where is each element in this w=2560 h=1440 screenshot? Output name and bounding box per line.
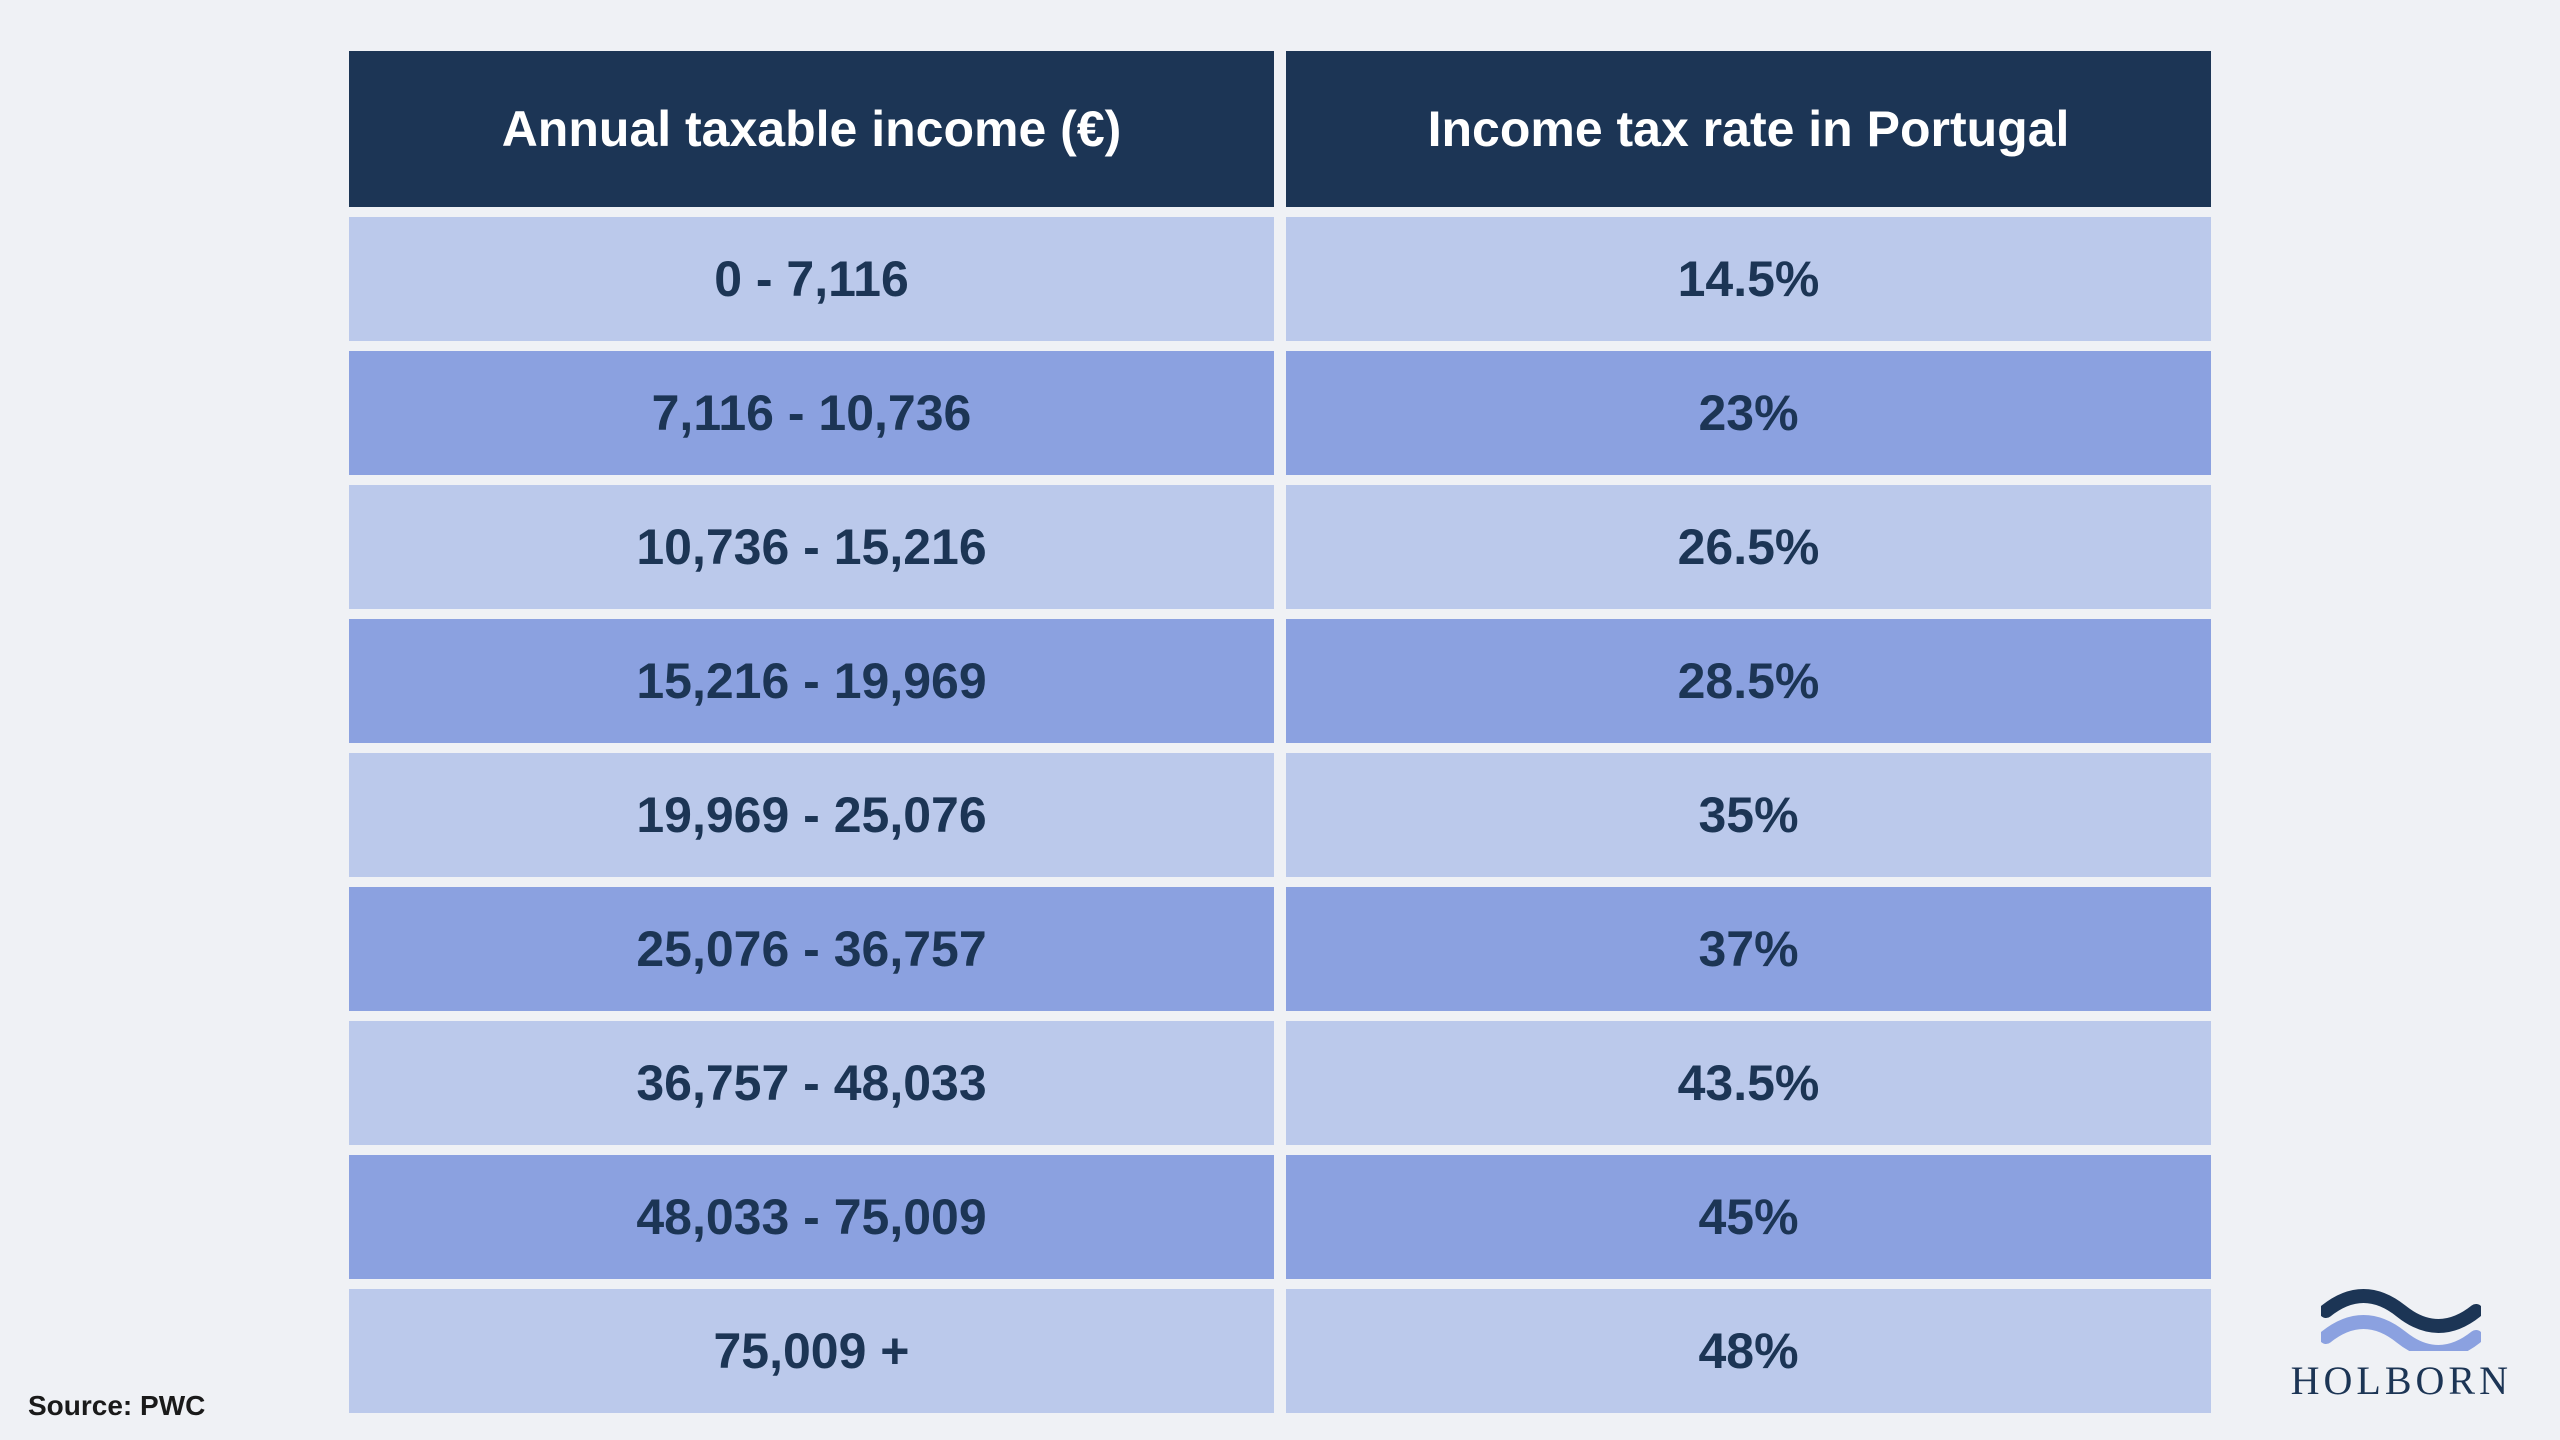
table-row: 36,757 - 48,033 43.5% — [349, 1021, 2211, 1145]
rate-cell: 14.5% — [1286, 217, 2211, 341]
tax-table: Annual taxable income (€) Income tax rat… — [349, 51, 2211, 1413]
logo-text: HOLBORN — [2291, 1357, 2512, 1404]
income-cell: 10,736 - 15,216 — [349, 485, 1274, 609]
income-cell: 7,116 - 10,736 — [349, 351, 1274, 475]
income-cell: 19,969 - 25,076 — [349, 753, 1274, 877]
rate-cell: 48% — [1286, 1289, 2211, 1413]
rate-cell: 45% — [1286, 1155, 2211, 1279]
rate-cell: 35% — [1286, 753, 2211, 877]
rate-cell: 43.5% — [1286, 1021, 2211, 1145]
table-row: 25,076 - 36,757 37% — [349, 887, 2211, 1011]
rate-cell: 23% — [1286, 351, 2211, 475]
rate-cell: 37% — [1286, 887, 2211, 1011]
table-row: 48,033 - 75,009 45% — [349, 1155, 2211, 1279]
income-cell: 48,033 - 75,009 — [349, 1155, 1274, 1279]
table-row: 19,969 - 25,076 35% — [349, 753, 2211, 877]
wave-icon — [2321, 1289, 2481, 1351]
income-cell: 25,076 - 36,757 — [349, 887, 1274, 1011]
table-row: 0 - 7,116 14.5% — [349, 217, 2211, 341]
income-cell: 15,216 - 19,969 — [349, 619, 1274, 743]
table-row: 75,009 + 48% — [349, 1289, 2211, 1413]
table-row: 7,116 - 10,736 23% — [349, 351, 2211, 475]
rate-cell: 28.5% — [1286, 619, 2211, 743]
income-cell: 36,757 - 48,033 — [349, 1021, 1274, 1145]
column-header-rate: Income tax rate in Portugal — [1286, 51, 2211, 207]
column-header-income: Annual taxable income (€) — [349, 51, 1274, 207]
table-row: 10,736 - 15,216 26.5% — [349, 485, 2211, 609]
rate-cell: 26.5% — [1286, 485, 2211, 609]
holborn-logo: HOLBORN — [2291, 1289, 2512, 1404]
table-header-row: Annual taxable income (€) Income tax rat… — [349, 51, 2211, 207]
income-cell: 0 - 7,116 — [349, 217, 1274, 341]
source-label: Source: PWC — [28, 1390, 205, 1422]
income-cell: 75,009 + — [349, 1289, 1274, 1413]
table-row: 15,216 - 19,969 28.5% — [349, 619, 2211, 743]
